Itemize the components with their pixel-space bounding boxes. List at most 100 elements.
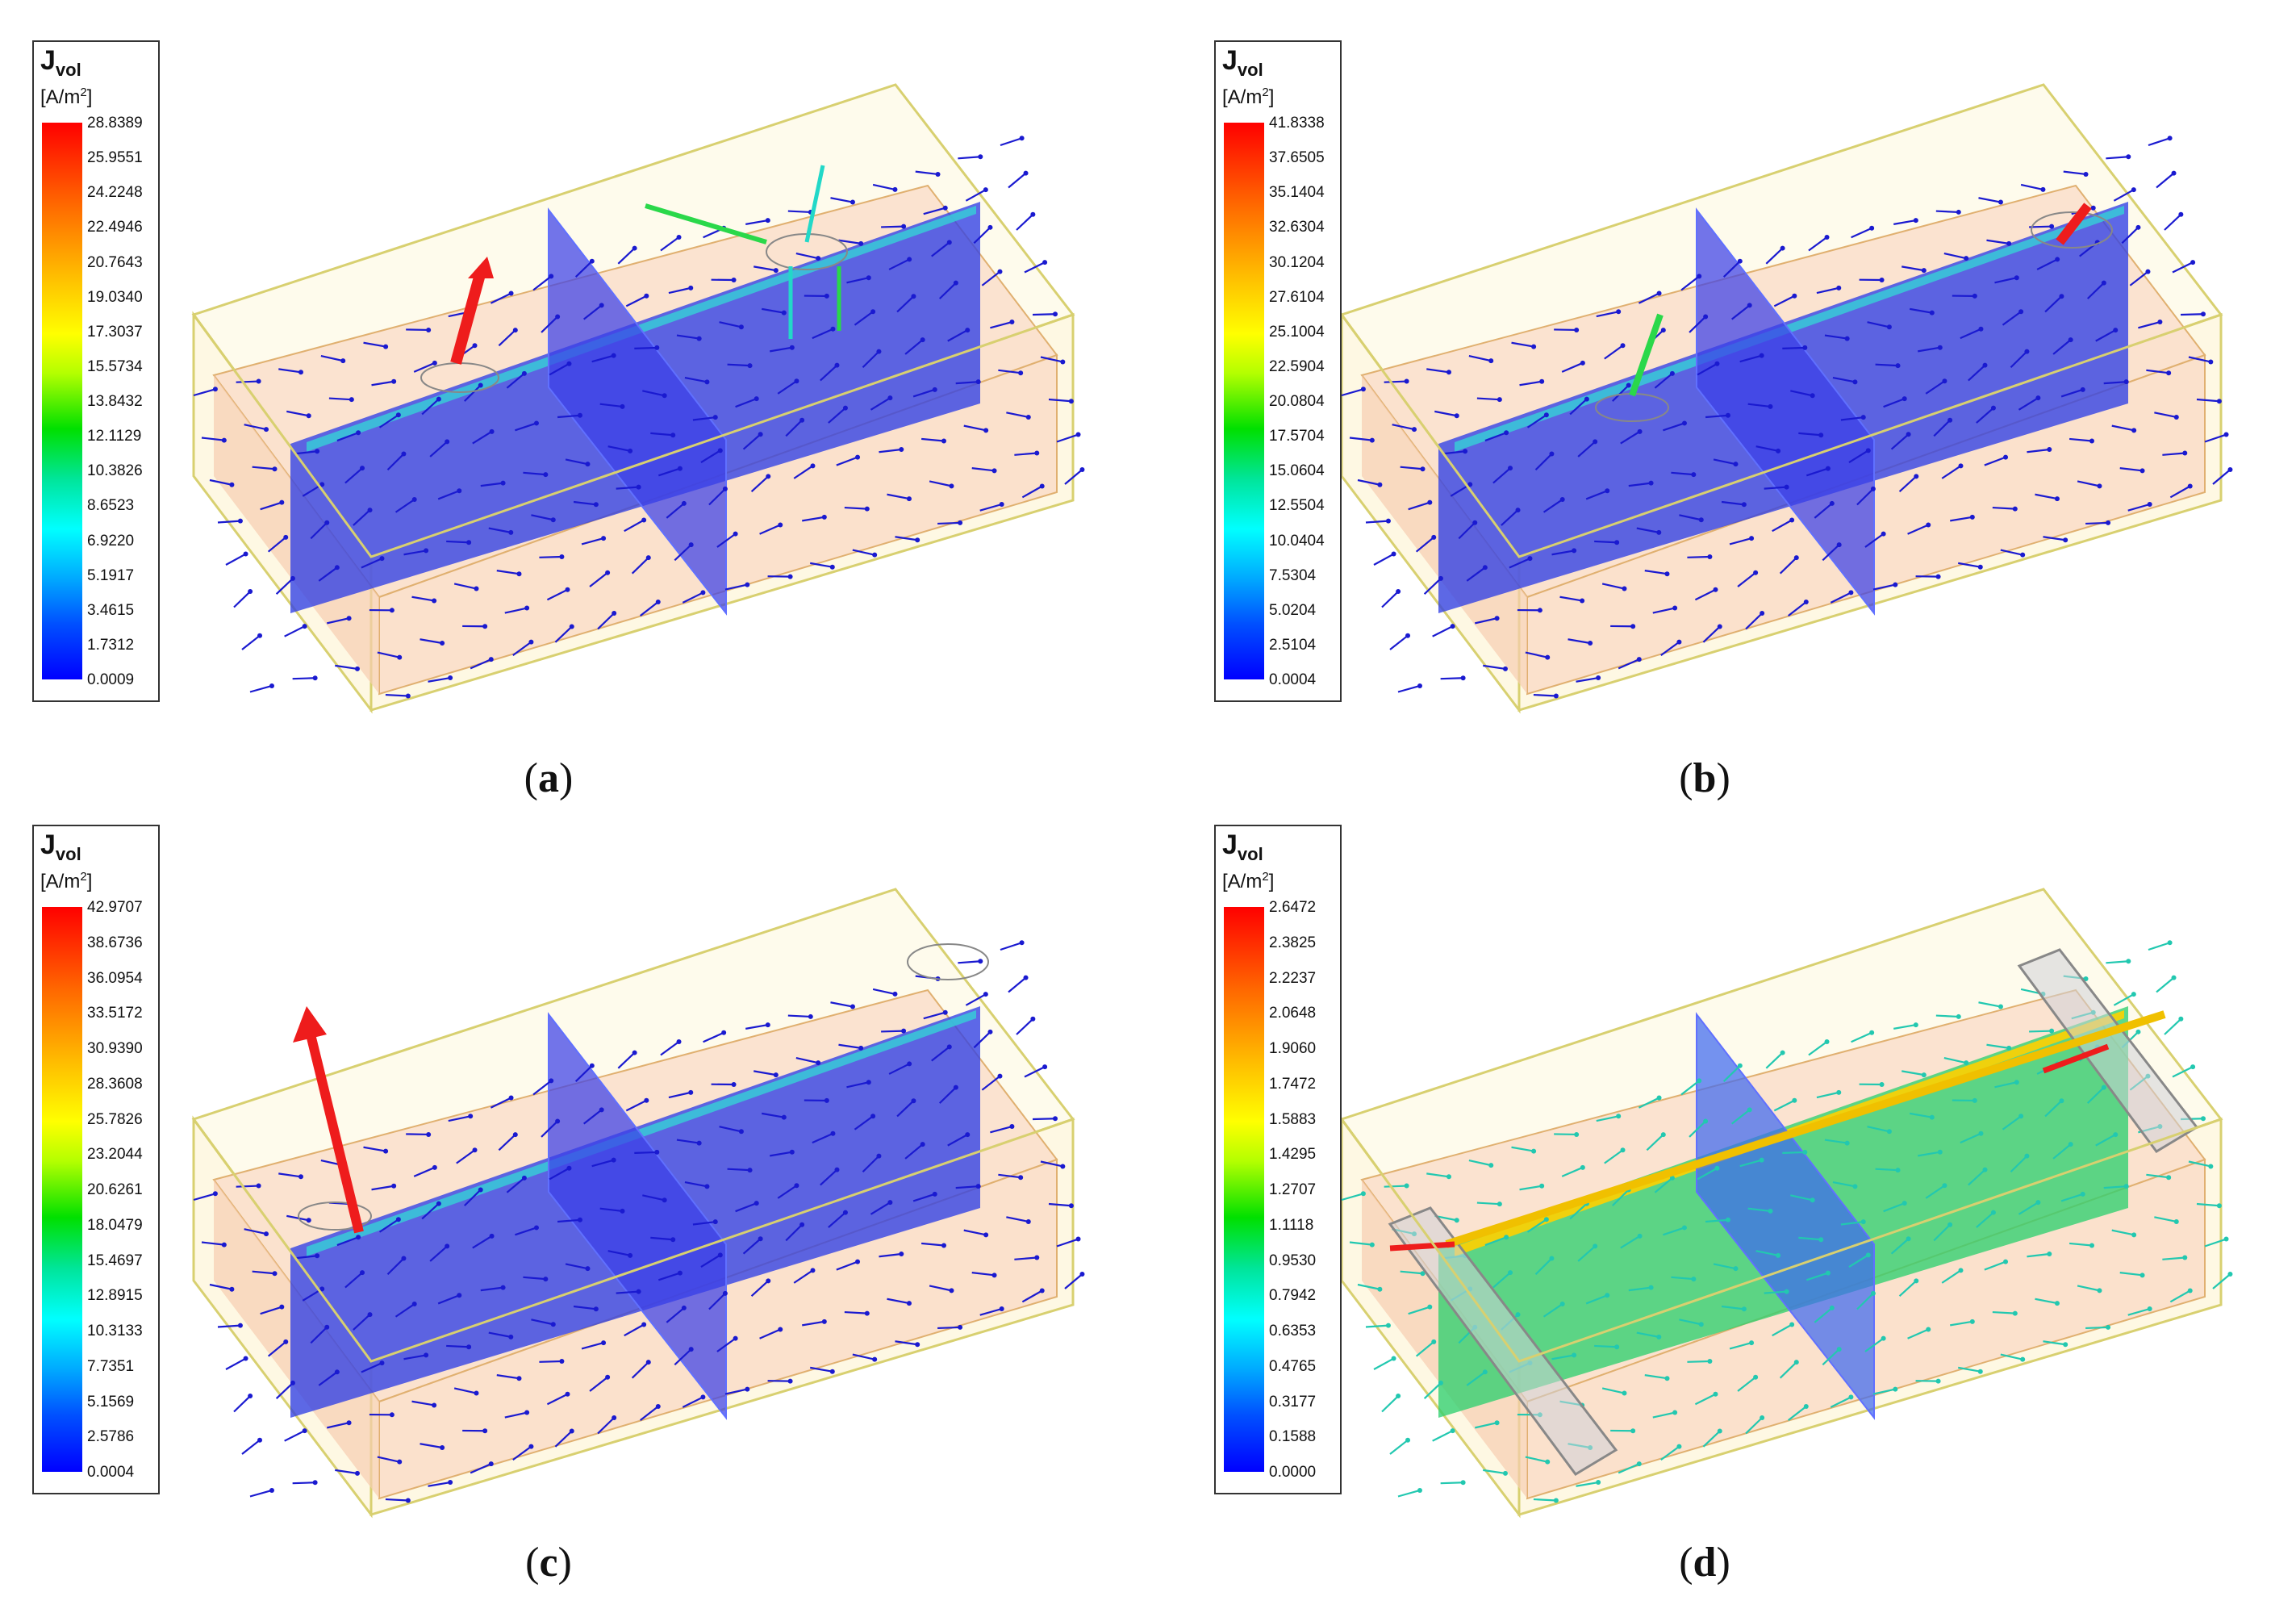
legend-tick-label: 19.0340 — [87, 288, 143, 306]
current-vector — [1389, 1439, 1409, 1455]
current-vector — [1612, 384, 1630, 402]
current-vector-head — [2024, 349, 2030, 354]
current-vector-head — [855, 1259, 861, 1264]
current-vector-head — [1060, 359, 1066, 365]
legend-tick-label: 7.7351 — [87, 1357, 135, 1375]
current-vector — [1534, 1257, 1553, 1276]
current-vector-head — [1549, 451, 1555, 457]
current-vector-head — [965, 328, 971, 333]
current-vector-head — [2208, 359, 2214, 365]
current-vector-head — [999, 1306, 1004, 1312]
current-vector-head — [1636, 1461, 1642, 1467]
current-vector — [1576, 676, 1599, 683]
current-vector-head — [1929, 310, 1935, 316]
current-vector — [2119, 467, 2143, 472]
current-vector-head — [1068, 1203, 1074, 1209]
current-vector — [624, 519, 645, 533]
current-vector-head — [1463, 449, 1468, 454]
current-vector — [947, 1134, 968, 1147]
current-vector — [2196, 1202, 2219, 1207]
current-vector — [1872, 583, 1896, 591]
current-vector-head — [500, 480, 506, 486]
electrode-right — [907, 943, 989, 980]
current-vector-head — [1759, 1157, 1764, 1163]
current-vector-head — [1572, 1352, 1577, 1358]
current-vector-head — [941, 1243, 946, 1248]
current-vector-head — [543, 472, 549, 478]
current-vector-head — [942, 1009, 948, 1015]
current-vector-head — [935, 171, 941, 177]
current-vector-head — [1802, 345, 1808, 350]
current-vector — [1851, 1031, 1872, 1043]
current-vector-head — [1914, 1278, 1919, 1284]
current-vector-head — [949, 483, 954, 489]
current-vector-head — [620, 403, 625, 409]
current-vector — [437, 1294, 460, 1305]
current-vector — [1397, 1489, 1421, 1498]
current-vector-head — [1636, 657, 1642, 662]
current-vector — [896, 1100, 915, 1118]
current-vector-head — [754, 1201, 759, 1206]
current-vector-head — [1886, 1129, 1892, 1135]
current-vector-head — [1075, 1236, 1081, 1242]
current-vector — [2060, 388, 2084, 398]
current-vector-head — [269, 683, 274, 688]
current-vector-head — [887, 1200, 893, 1206]
current-vector-head — [2182, 1255, 2188, 1260]
current-vector — [719, 1126, 742, 1133]
current-vector — [1986, 1043, 2010, 1049]
current-vector — [912, 1193, 936, 1202]
current-vector-head — [432, 360, 437, 366]
current-vector-head — [1681, 420, 1687, 426]
current-vector — [820, 364, 838, 382]
legend-tick-label: 10.0404 — [1269, 532, 1325, 550]
current-vector-head — [834, 362, 840, 368]
current-vector — [929, 1285, 952, 1292]
current-vector — [631, 557, 649, 575]
current-vector — [557, 414, 581, 419]
current-vector — [1907, 524, 1929, 535]
current-vector — [727, 1168, 750, 1172]
tank-edge — [192, 313, 1074, 558]
current-vector — [1016, 1018, 1034, 1035]
current-vector-head — [1420, 466, 1426, 472]
current-vector-head — [1810, 393, 1815, 399]
current-vector — [1925, 1185, 1946, 1199]
current-vector-head — [946, 240, 952, 245]
current-vector-head — [354, 1470, 360, 1476]
current-vector — [1893, 1024, 1916, 1030]
current-vector — [1426, 1172, 1450, 1178]
current-vector — [591, 354, 614, 363]
current-vector — [1883, 1202, 1906, 1213]
current-vector-head — [1637, 1233, 1643, 1239]
current-vector — [1389, 634, 1409, 650]
current-vector-head — [1034, 450, 1040, 456]
current-vector-head — [229, 482, 235, 487]
current-vector-head — [1698, 1322, 1704, 1327]
current-vector-head — [911, 294, 916, 299]
current-vector-head — [1018, 1175, 1024, 1181]
current-vector-head — [641, 517, 647, 523]
current-vector — [998, 1173, 1021, 1179]
current-vector — [386, 453, 405, 471]
current-vector-head — [688, 1347, 694, 1352]
current-vector-head — [482, 1428, 488, 1434]
current-vector-head — [340, 358, 346, 364]
current-vector — [1851, 227, 1872, 239]
legend-tick-label: 13.8432 — [87, 393, 143, 410]
current-vector-head — [1870, 1290, 1876, 1296]
current-vector-head — [2080, 1191, 2085, 1197]
current-vector — [958, 960, 981, 964]
current-vector-head — [1669, 1175, 1675, 1181]
current-vector-head — [243, 1356, 248, 1361]
current-vector-head — [1784, 1289, 1789, 1294]
current-vector-head — [2068, 337, 2073, 343]
current-vector-head — [1714, 361, 1720, 366]
current-vector-head — [1741, 1306, 1747, 1312]
current-vector — [236, 1185, 259, 1188]
current-vector — [523, 1276, 546, 1281]
current-vector — [1577, 1245, 1596, 1262]
current-vector-head — [1580, 1164, 1585, 1170]
current-vector-head — [1825, 466, 1831, 471]
current-vector-head — [2020, 552, 2026, 558]
